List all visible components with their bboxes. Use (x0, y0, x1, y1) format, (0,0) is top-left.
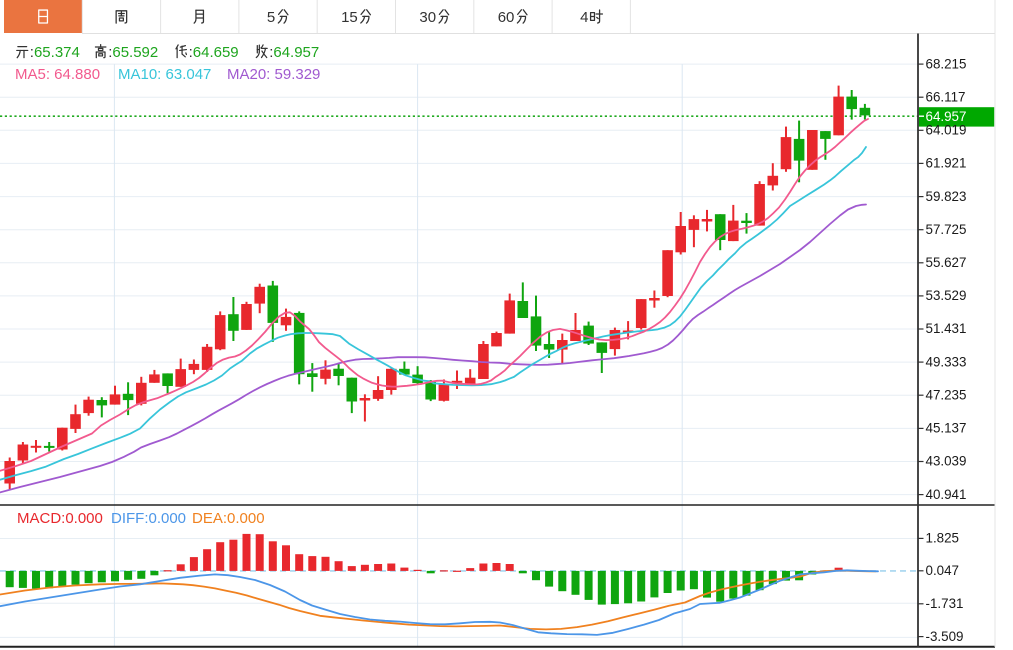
svg-text:57.725: 57.725 (926, 222, 967, 237)
svg-text::64.659: :64.659 (189, 44, 239, 61)
svg-text::64.957: :64.957 (269, 44, 319, 61)
svg-text:66.117: 66.117 (926, 89, 966, 104)
svg-text:60: 60 (498, 9, 515, 26)
svg-text:59.823: 59.823 (926, 189, 967, 204)
svg-text:15: 15 (341, 9, 358, 26)
svg-text:61.921: 61.921 (926, 156, 967, 171)
svg-text:64.019: 64.019 (926, 123, 967, 138)
svg-text:49.333: 49.333 (926, 354, 967, 369)
svg-text:5: 5 (267, 9, 275, 26)
svg-text:51.431: 51.431 (926, 321, 967, 336)
svg-text:-3.509: -3.509 (926, 629, 964, 644)
svg-text:0.047: 0.047 (926, 563, 960, 578)
svg-text:68.215: 68.215 (926, 56, 967, 71)
svg-text:53.529: 53.529 (926, 288, 967, 303)
svg-text::65.374: :65.374 (30, 44, 80, 61)
svg-text:30: 30 (419, 9, 436, 26)
svg-text:1.825: 1.825 (926, 531, 960, 546)
svg-text:45.137: 45.137 (926, 421, 967, 436)
svg-text::65.592: :65.592 (108, 44, 158, 61)
svg-text:-1.731: -1.731 (926, 596, 964, 611)
svg-text:47.235: 47.235 (926, 387, 967, 402)
svg-text:40.941: 40.941 (926, 487, 967, 502)
svg-text:43.039: 43.039 (926, 454, 967, 469)
svg-text:4: 4 (580, 9, 588, 26)
svg-text:55.627: 55.627 (926, 255, 967, 270)
svg-text:64.957: 64.957 (926, 109, 967, 124)
